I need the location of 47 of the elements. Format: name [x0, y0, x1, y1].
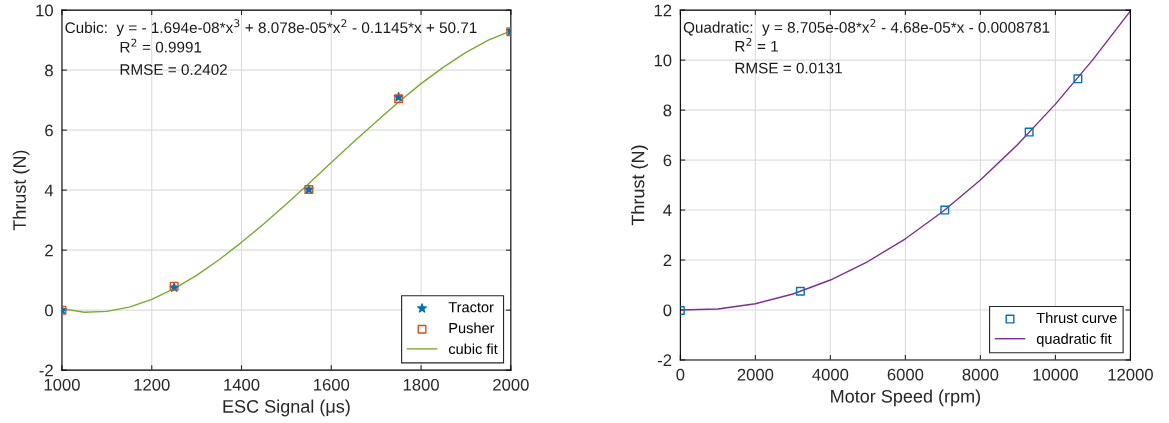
y-tick-label: -2 — [39, 364, 53, 377]
x-tick-label: 1200 — [134, 378, 170, 391]
y-axis-title: Thrust (N) — [631, 145, 648, 226]
y-axis-title: Thrust (N) — [12, 150, 30, 231]
y-tick-label: 4 — [663, 204, 672, 217]
annotation: Quadratic: y = 8.705e-08*x$^{2}$ - 4.68e-05*x - 0.0008781 — [683, 18, 1050, 36]
x-tick-label: 1400 — [224, 378, 260, 391]
y-tick-label: 10 — [36, 4, 53, 17]
x-tick-label: 2000 — [737, 368, 774, 381]
x-tick-label: 12000 — [1108, 368, 1153, 381]
x-tick-label: 4000 — [812, 368, 849, 381]
x-tick-label: 8000 — [962, 368, 999, 381]
x-axis-title: ESC Signal (μs) — [223, 399, 350, 417]
y-tick-label: 12 — [654, 4, 672, 17]
annotation: RMSE = 0.0131 — [735, 62, 842, 74]
legend-label: Pusher — [449, 322, 495, 334]
x-tick-label: 1800 — [403, 378, 439, 391]
y-tick-label: 4 — [44, 184, 54, 197]
annotation: Cubic: y = - 1.694e-08*x$^{3}$ + 8.078e-05*x$^{2}$ - 0.1145*x + 50.71 — [65, 19, 477, 37]
y-tick-label: 0 — [45, 304, 53, 317]
legend-label: Thrust curve — [1036, 312, 1117, 324]
legend-label: Tractor — [448, 302, 494, 313]
point — [795, 286, 805, 296]
annotation: RMSE = 0.2402 — [120, 64, 227, 76]
x-tick-label: 0 — [676, 368, 685, 381]
y-tick-label: -2 — [657, 354, 672, 367]
legend-label: cubic fit — [448, 343, 498, 355]
x-tick-label: 1600 — [314, 378, 350, 391]
x-tick-label: 6000 — [887, 368, 924, 381]
x-tick-label: 1000 — [44, 378, 80, 391]
y-tick-label: 6 — [45, 124, 53, 137]
x-axis-title: Motor Speed (rpm) — [831, 389, 981, 407]
y-tick-label: 2 — [663, 254, 672, 267]
y-tick-label: 2 — [45, 244, 53, 257]
y-tick-label: 0 — [663, 304, 672, 317]
legend-label: quadratic fit — [1036, 333, 1112, 347]
annotation: R$^{2}$ = 0.9991 — [120, 38, 202, 53]
x-tick-label: 10000 — [1033, 368, 1078, 381]
x-tick-label: 2000 — [493, 378, 529, 391]
point — [1073, 74, 1083, 84]
point — [940, 205, 950, 215]
y-tick-label: 8 — [45, 64, 53, 77]
point — [1024, 127, 1034, 137]
y-tick-label: 10 — [654, 54, 672, 67]
y-tick-label: 6 — [663, 154, 672, 167]
annotation: R$^{2}$ = 1 — [735, 37, 778, 52]
y-tick-label: 8 — [663, 104, 672, 117]
